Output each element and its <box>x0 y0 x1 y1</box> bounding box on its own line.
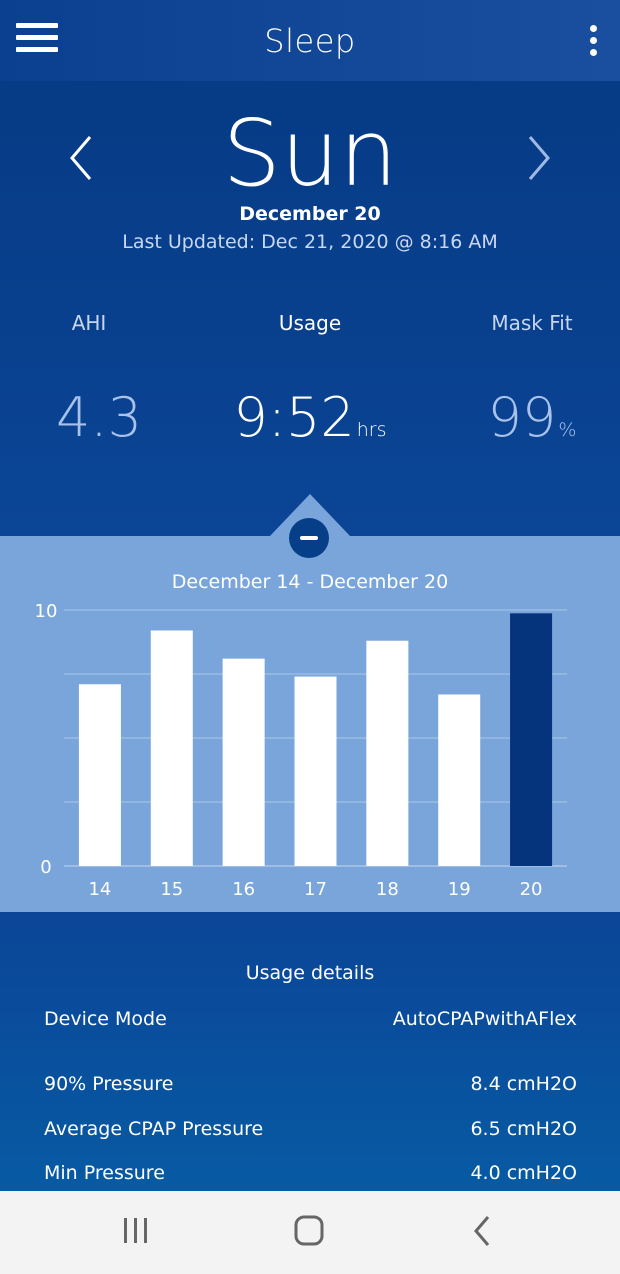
mask-fit-label: Mask Fit <box>491 311 573 335</box>
x-tick-label: 20 <box>520 879 543 900</box>
recents-icon[interactable] <box>110 1211 160 1251</box>
x-tick-label: 17 <box>304 879 327 900</box>
x-tick-label: 14 <box>88 879 111 900</box>
bar-19 <box>438 694 481 866</box>
bar-14 <box>78 684 121 866</box>
mask-fit-number: 99 <box>487 386 557 449</box>
kebab-icon[interactable] <box>588 25 598 57</box>
usage-unit: hrs <box>356 419 387 441</box>
app-bar: Sleep <box>0 0 620 81</box>
bar-18 <box>366 640 409 866</box>
bar-15 <box>150 630 193 866</box>
home-icon[interactable] <box>284 1211 334 1251</box>
chevron-right-icon[interactable] <box>518 133 558 183</box>
selected-date: December 20 <box>239 203 381 225</box>
usage-label: Usage <box>278 311 342 335</box>
back-icon[interactable] <box>458 1211 508 1251</box>
detail-value: AutoCPAPwithAFlex <box>392 1008 577 1030</box>
usage-chart-panel: December 14 - December 20 0 10 14 15 16 17 18 1… <box>0 494 620 912</box>
last-updated: Last Updated: Dec 21, 2020 @ 8:16 AM <box>122 231 498 253</box>
x-tick-label: 18 <box>376 879 399 900</box>
hamburger-icon[interactable] <box>16 23 58 57</box>
page-title: Sleep <box>264 21 356 60</box>
ahi-label: AHI <box>71 311 107 335</box>
bar-16 <box>222 658 265 866</box>
ahi-number: 4.3 <box>56 386 142 449</box>
minus-icon[interactable] <box>289 518 329 558</box>
detail-value: 8.4 cmH2O <box>470 1073 577 1095</box>
detail-value: 4.0 cmH2O <box>470 1162 577 1184</box>
x-tick-label: 16 <box>232 879 255 900</box>
ahi-value[interactable]: 4.3 <box>0 386 209 449</box>
usage-number: 9:52 <box>233 386 355 449</box>
usage-value[interactable]: 9:52 hrs <box>200 386 420 449</box>
mask-fit-value[interactable]: 99% <box>422 386 620 449</box>
day-summary: Sun December 20 Last Updated: Dec 21, 20… <box>0 81 620 536</box>
chevron-left-icon[interactable] <box>62 133 102 183</box>
usage-bar-chart: 0 10 14 15 16 17 18 19 20 <box>35 601 567 900</box>
x-tick-label: 19 <box>448 879 471 900</box>
detail-label: 90% Pressure <box>44 1073 174 1095</box>
details-title: Usage details <box>245 962 375 984</box>
mask-fit-unit: % <box>558 419 577 441</box>
x-tick-label: 15 <box>160 879 183 900</box>
usage-details: Usage details Device Mode AutoCPAPwithAF… <box>0 912 620 1191</box>
detail-value: 6.5 cmH2O <box>470 1118 577 1140</box>
bar-17 <box>294 676 337 866</box>
y-tick-label: 0 <box>40 857 51 878</box>
detail-label: Average CPAP Pressure <box>44 1118 264 1140</box>
bar-20 <box>510 613 553 866</box>
detail-label: Device Mode <box>44 1008 167 1030</box>
y-tick-label: 10 <box>35 601 58 622</box>
chart-range: December 14 - December 20 <box>171 571 449 593</box>
detail-label: Min Pressure <box>44 1162 165 1184</box>
day-name: Sun <box>222 100 398 207</box>
system-nav-bar <box>0 1191 620 1274</box>
